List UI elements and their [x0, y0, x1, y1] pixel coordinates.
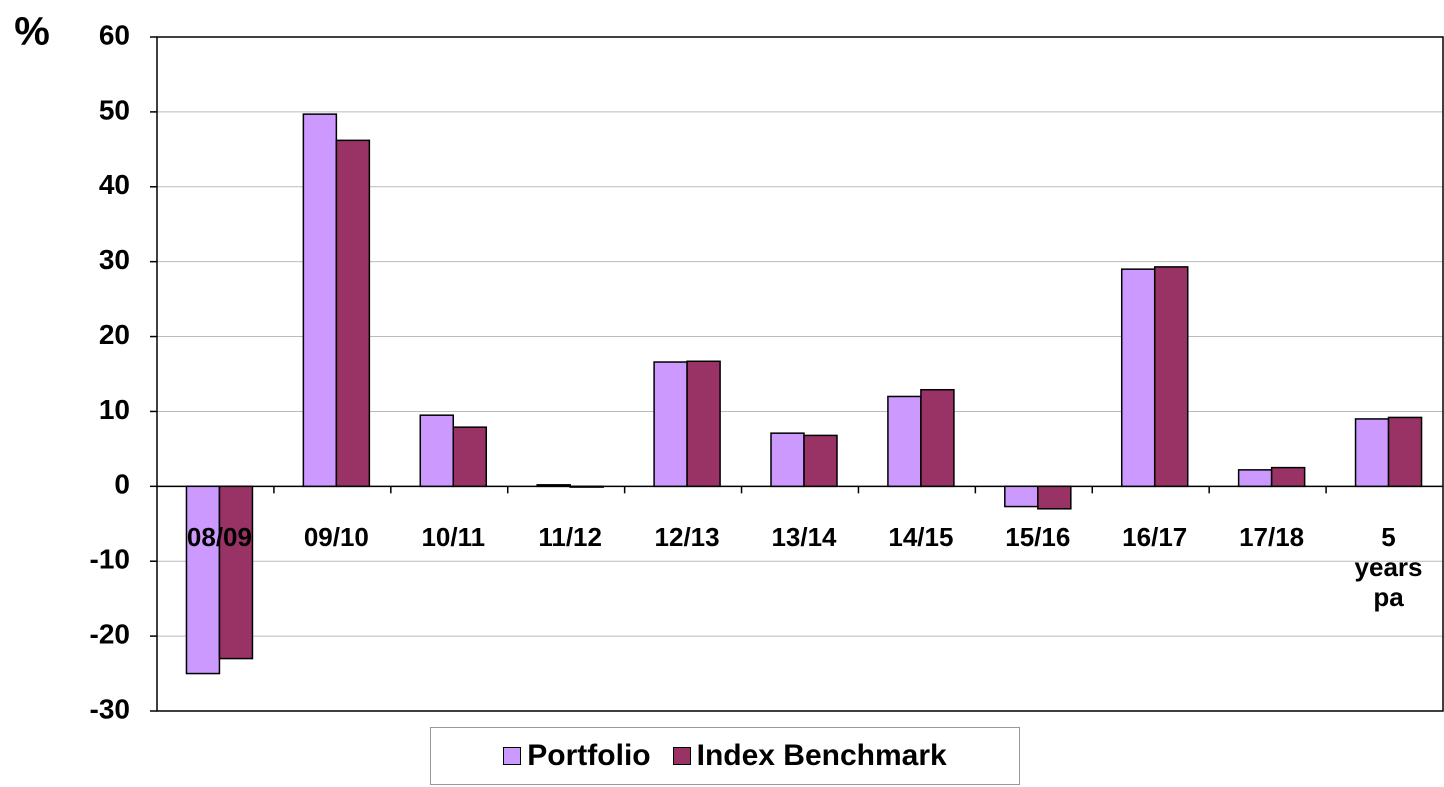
- bar: [1354, 418, 1390, 488]
- bar: [686, 360, 721, 488]
- bar: [803, 434, 838, 488]
- y-tick-label: 30: [99, 244, 130, 275]
- y-axis-label: %: [14, 10, 50, 54]
- y-tick-label: 50: [99, 94, 130, 125]
- y-tick-label: 10: [99, 394, 130, 425]
- bar: [1387, 416, 1423, 488]
- bar: [920, 388, 955, 488]
- legend-swatch: [503, 747, 522, 765]
- x-tick-label: 08/09: [186, 522, 252, 553]
- y-tick-label: -20: [90, 619, 130, 650]
- bar: [1270, 466, 1306, 488]
- bar: [653, 361, 688, 488]
- legend: Portfolio Index Benchmark: [430, 727, 1020, 785]
- x-tick-label: 11/12: [538, 522, 602, 553]
- bar: [419, 414, 455, 488]
- x-tick-label: 15/16: [1005, 522, 1071, 553]
- legend-label: Index Benchmark: [696, 739, 947, 772]
- x-tick-label: 17/18: [1239, 522, 1305, 553]
- x-tick-label: 13/14: [771, 522, 837, 553]
- x-tick-label: 14/15: [888, 522, 954, 553]
- x-tick-label: 12/13: [654, 522, 720, 553]
- legend-item: Index Benchmark: [672, 739, 947, 773]
- x-tick-label: 10/11: [421, 522, 486, 553]
- bar: [452, 426, 488, 488]
- plot-border: [156, 36, 1444, 712]
- y-tick-label: 40: [99, 169, 130, 200]
- bar: [1120, 268, 1156, 488]
- bar: [1153, 266, 1189, 488]
- bar: [536, 484, 571, 488]
- bar: [569, 485, 604, 488]
- y-tick-label: 0: [114, 469, 130, 500]
- bar: [887, 395, 922, 488]
- legend-item: Portfolio: [503, 739, 651, 773]
- legend-label: Portfolio: [527, 739, 651, 772]
- bar: [1037, 485, 1072, 510]
- legend-swatch: [672, 747, 691, 765]
- x-tick-label: 09/10: [303, 522, 369, 553]
- bar: [1237, 469, 1273, 488]
- y-tick-label: 60: [99, 19, 130, 50]
- bar: [335, 139, 371, 488]
- x-tick-label: 5 years pa: [1354, 522, 1423, 613]
- y-tick-label: -30: [90, 693, 130, 724]
- bar: [302, 113, 338, 488]
- bar: [185, 485, 221, 675]
- bar: [770, 432, 805, 488]
- x-tick-label: 16/17: [1122, 522, 1188, 553]
- bar: [1004, 485, 1039, 508]
- y-tick-label: 20: [99, 319, 130, 350]
- bar: [218, 485, 254, 660]
- y-tick-label: -10: [90, 544, 130, 575]
